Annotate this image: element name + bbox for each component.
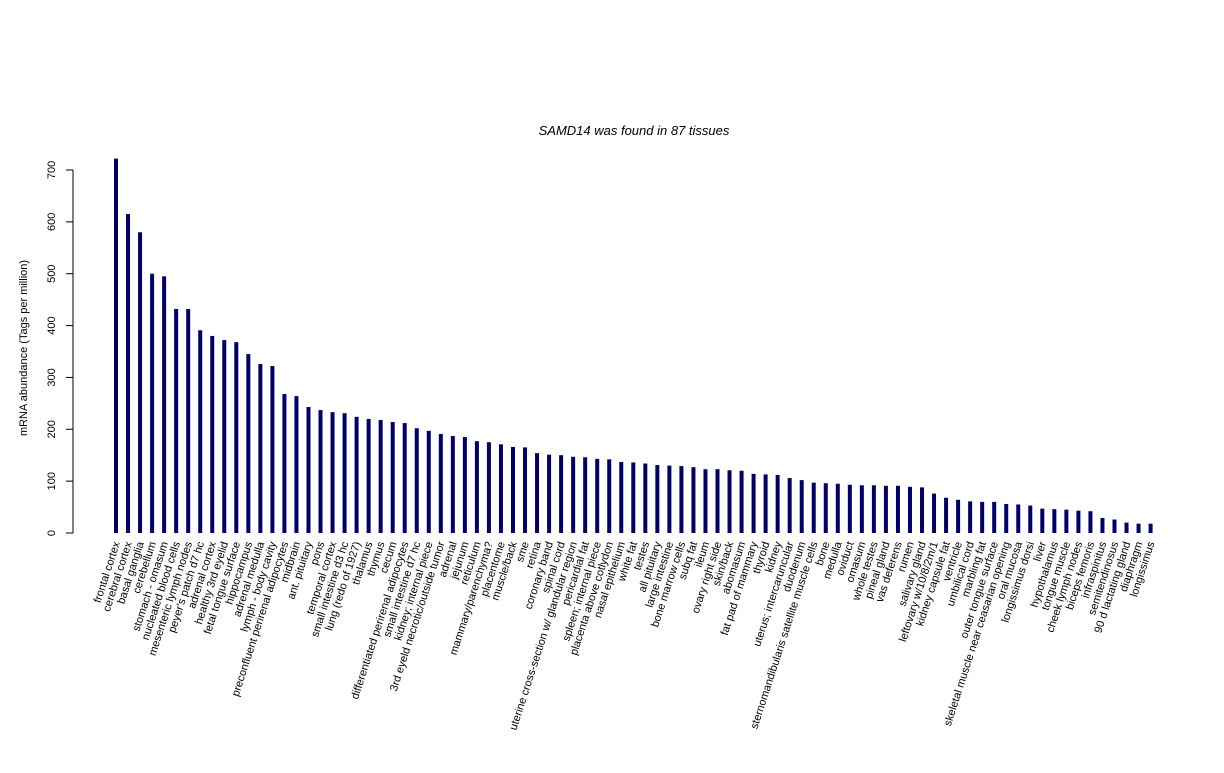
bar bbox=[535, 453, 540, 533]
bar bbox=[679, 466, 684, 533]
bar bbox=[462, 437, 467, 533]
bar bbox=[907, 486, 912, 533]
bar bbox=[883, 485, 888, 533]
bar bbox=[727, 470, 732, 533]
bar bbox=[342, 413, 347, 533]
bar bbox=[1028, 505, 1033, 533]
bar bbox=[559, 455, 564, 533]
bar bbox=[138, 232, 143, 533]
bar bbox=[932, 493, 937, 533]
bar bbox=[1148, 523, 1153, 533]
bar bbox=[859, 485, 864, 533]
bar bbox=[174, 308, 179, 533]
bar bbox=[150, 273, 155, 533]
bar bbox=[318, 410, 323, 533]
bar bbox=[763, 474, 768, 533]
y-tick-label: 500 bbox=[46, 265, 58, 283]
bar bbox=[703, 469, 708, 533]
bar bbox=[715, 469, 720, 533]
bar bbox=[414, 428, 419, 533]
bar bbox=[847, 484, 852, 533]
bar bbox=[1136, 523, 1141, 533]
bar bbox=[655, 465, 660, 533]
bar bbox=[438, 433, 443, 533]
bar bbox=[222, 340, 227, 533]
chart-title: SAMD14 was found in 87 tissues bbox=[539, 123, 730, 138]
bar bbox=[751, 473, 756, 533]
bar bbox=[378, 419, 383, 533]
bar bbox=[920, 487, 925, 533]
bar bbox=[583, 457, 588, 533]
bar bbox=[607, 459, 612, 533]
bar bbox=[980, 501, 985, 533]
bar bbox=[1100, 517, 1105, 533]
y-tick-label: 0 bbox=[46, 530, 58, 536]
bar bbox=[595, 458, 600, 533]
bar bbox=[1076, 510, 1081, 533]
bar bbox=[354, 416, 359, 533]
bar bbox=[631, 462, 636, 533]
y-tick-label: 400 bbox=[46, 316, 58, 334]
bar bbox=[510, 446, 515, 533]
bar bbox=[799, 480, 804, 533]
bar bbox=[992, 501, 997, 533]
bar bbox=[126, 214, 131, 534]
bar bbox=[523, 447, 528, 533]
bar bbox=[282, 394, 287, 533]
bar bbox=[691, 467, 696, 533]
bar bbox=[571, 456, 576, 533]
bar bbox=[246, 354, 251, 533]
bar bbox=[450, 436, 455, 533]
bar bbox=[895, 485, 900, 533]
bar bbox=[643, 463, 648, 533]
bar bbox=[775, 474, 780, 533]
y-tick-label: 100 bbox=[46, 472, 58, 490]
bar bbox=[823, 483, 828, 533]
bar bbox=[486, 442, 491, 533]
y-axis-label: mRNA abundance (Tags per million) bbox=[18, 260, 30, 436]
bar bbox=[186, 308, 191, 533]
bar bbox=[547, 454, 552, 533]
bar bbox=[1064, 509, 1069, 533]
bar bbox=[1004, 503, 1009, 533]
bar bbox=[258, 363, 263, 533]
bar bbox=[811, 482, 816, 533]
bar bbox=[210, 335, 215, 533]
bar bbox=[294, 396, 299, 533]
bar bbox=[330, 412, 335, 533]
bar bbox=[234, 342, 239, 533]
y-tick-label: 600 bbox=[46, 213, 58, 231]
y-tick-label: 300 bbox=[46, 368, 58, 386]
y-tick-label: 200 bbox=[46, 420, 58, 438]
bar bbox=[871, 485, 876, 533]
bar bbox=[956, 499, 961, 533]
bar bbox=[1112, 519, 1117, 533]
bar bbox=[944, 497, 949, 533]
bar bbox=[426, 430, 431, 533]
bar bbox=[1088, 511, 1093, 533]
bar bbox=[498, 444, 503, 533]
bar bbox=[390, 422, 395, 533]
bar bbox=[366, 418, 371, 533]
bar bbox=[474, 441, 479, 533]
bar bbox=[402, 423, 407, 533]
bar bbox=[1040, 508, 1045, 533]
bar bbox=[835, 483, 840, 533]
bar bbox=[270, 366, 275, 533]
bar bbox=[667, 465, 672, 533]
y-tick-label: 700 bbox=[46, 161, 58, 179]
bar bbox=[968, 501, 973, 533]
bar bbox=[739, 470, 744, 533]
bar bbox=[619, 461, 624, 533]
bar bbox=[1124, 522, 1129, 533]
bar bbox=[1016, 504, 1021, 533]
bar bbox=[114, 158, 118, 533]
bar bbox=[787, 478, 792, 533]
bar bbox=[162, 276, 167, 533]
bar bbox=[1052, 509, 1057, 533]
bar bbox=[306, 406, 311, 533]
bar bbox=[198, 330, 203, 533]
